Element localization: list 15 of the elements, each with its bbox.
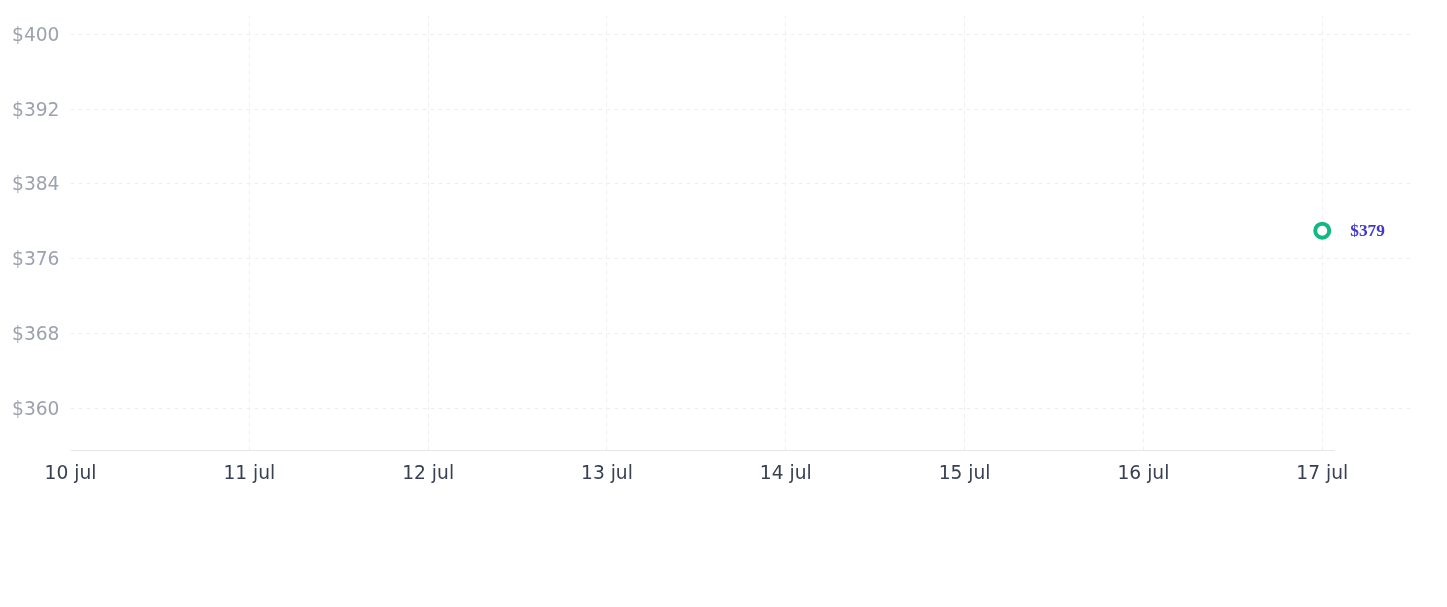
x-tick-label: 10 jul bbox=[44, 461, 97, 483]
y-tick-label: $368 bbox=[12, 323, 60, 345]
x-tick-label: 13 jul bbox=[581, 461, 633, 483]
y-tick-label: $384 bbox=[12, 173, 60, 195]
x-tick-label: 16 jul bbox=[1117, 461, 1170, 483]
x-tick-label: 15 jul bbox=[938, 461, 991, 483]
y-tick-label: $392 bbox=[12, 98, 60, 120]
x-tick-label: 14 jul bbox=[759, 461, 812, 483]
y-tick-label: $360 bbox=[12, 397, 60, 419]
data-label: $379 bbox=[1350, 221, 1386, 241]
x-tick-label: 12 jul bbox=[402, 461, 455, 483]
x-tick-label: 17 jul bbox=[1296, 461, 1349, 483]
x-tick-label: 11 jul bbox=[223, 461, 276, 483]
y-tick-label: $376 bbox=[12, 248, 60, 270]
y-tick-label: $400 bbox=[12, 23, 60, 45]
